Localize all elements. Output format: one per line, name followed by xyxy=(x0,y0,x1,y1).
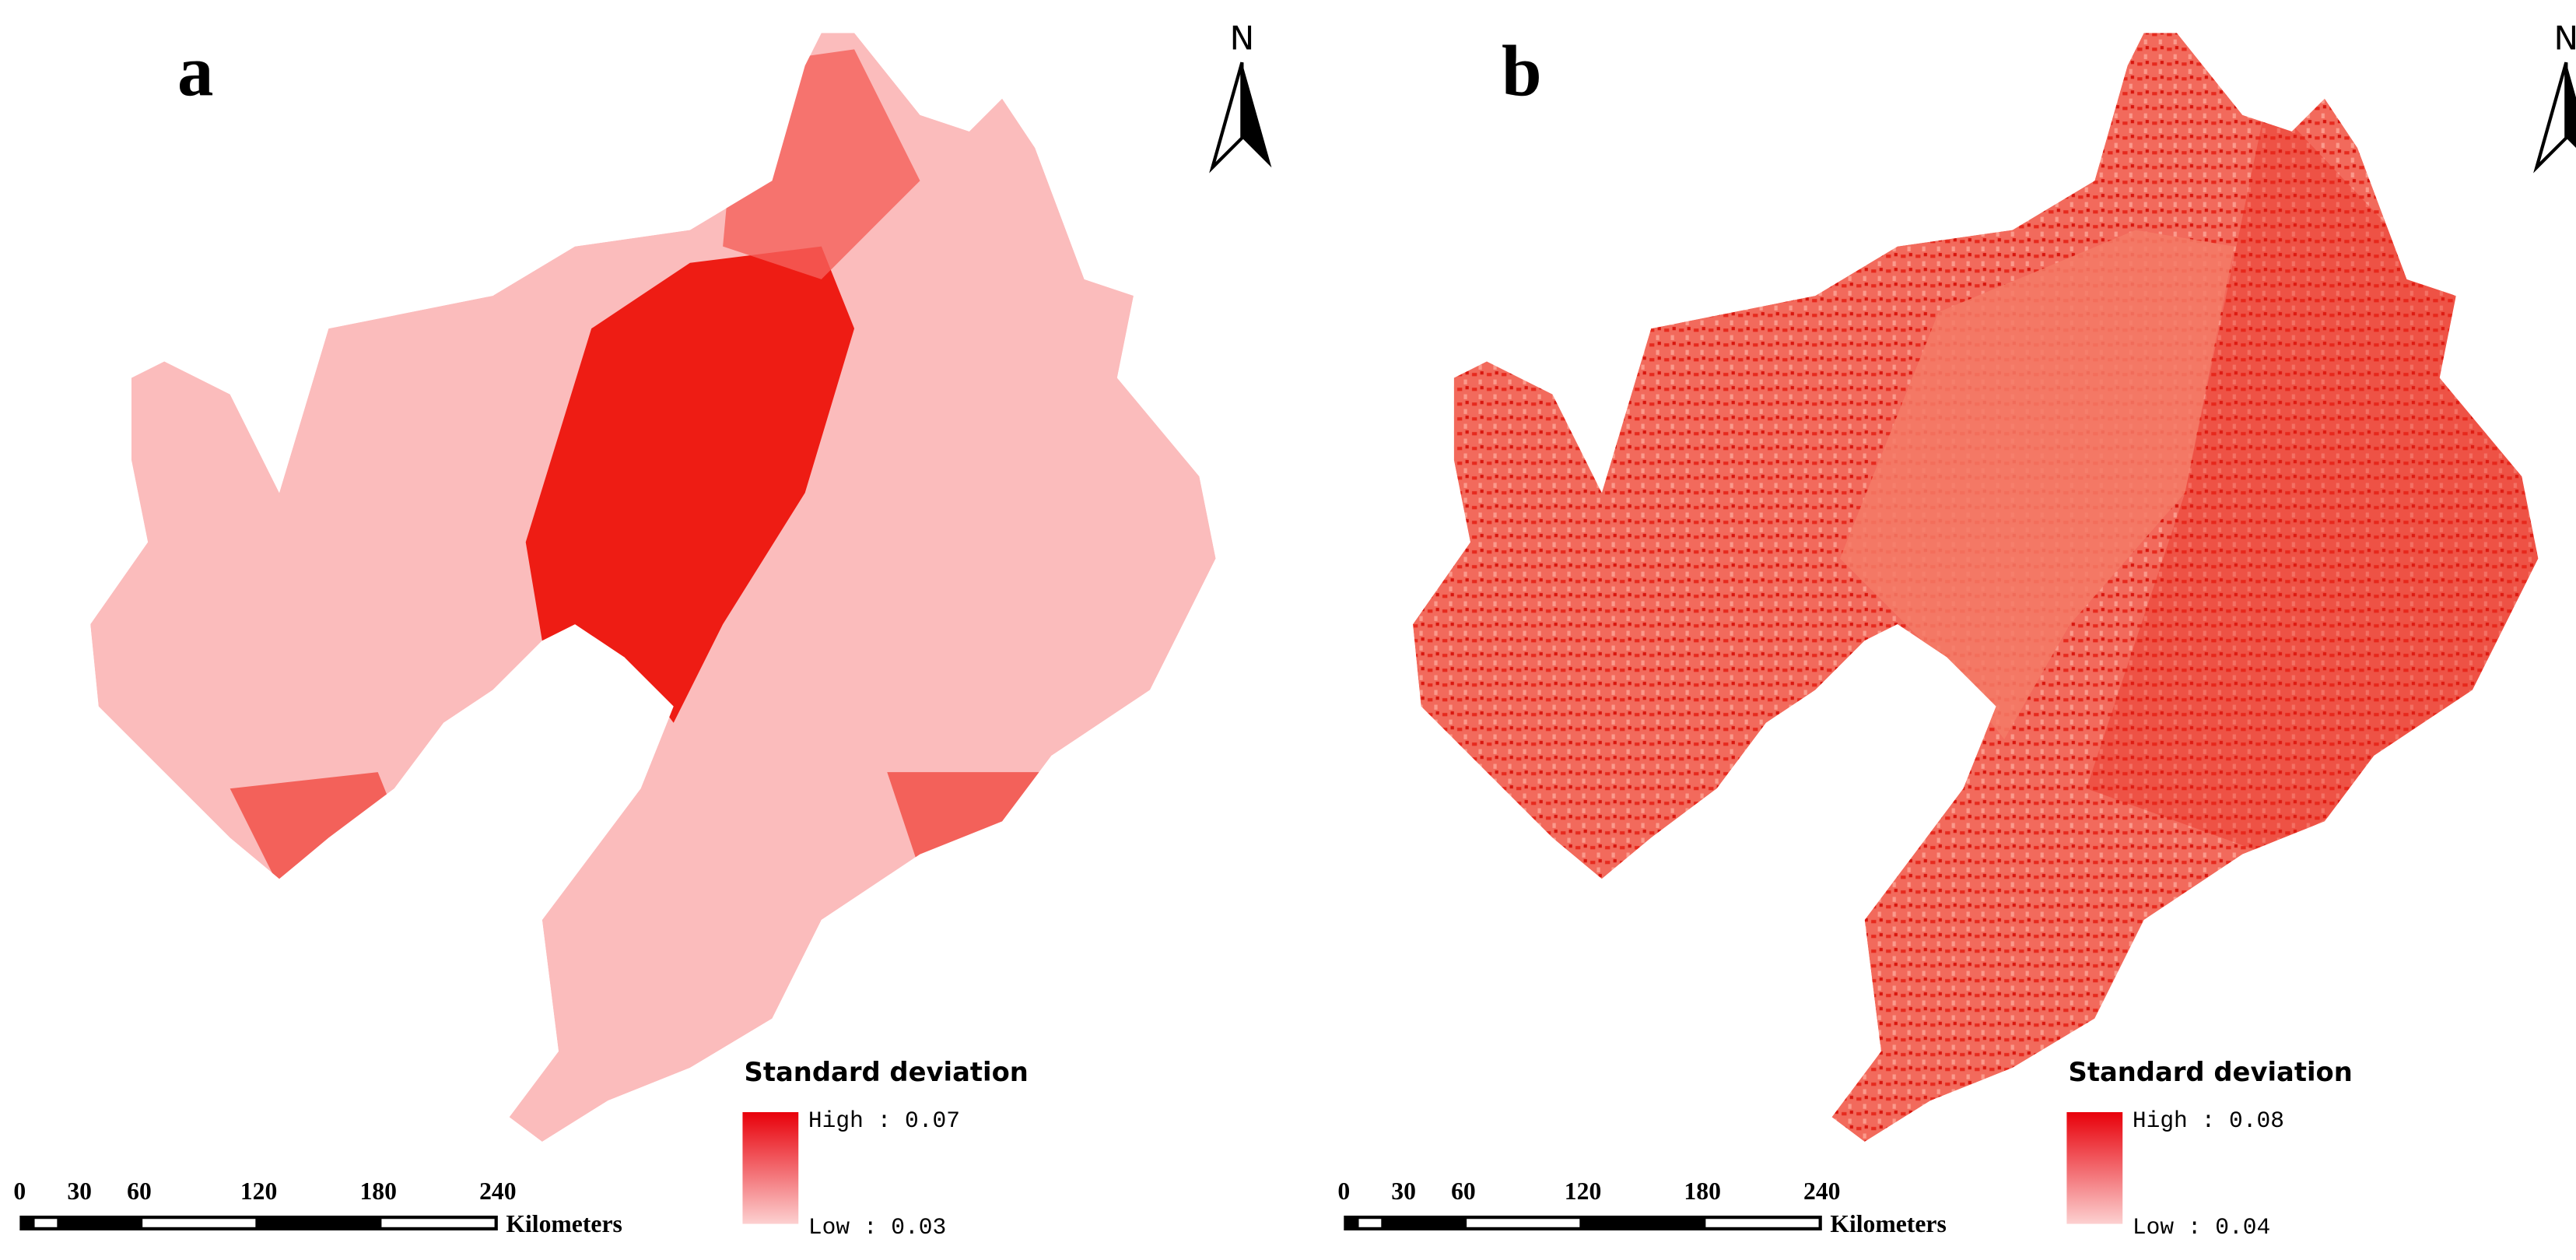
map-b xyxy=(1412,33,2539,1142)
north-label: N xyxy=(2554,19,2576,57)
scale-tick-label: 240 xyxy=(479,1178,516,1205)
north-arrow xyxy=(1209,61,1244,174)
scale-tick-label: 180 xyxy=(1684,1178,1720,1205)
scale-seg xyxy=(1467,1219,1580,1227)
legend-title: Standard deviation xyxy=(2069,1057,2353,1087)
scale-bar xyxy=(19,1216,498,1231)
scale-tick-label: 120 xyxy=(1565,1178,1601,1205)
scale-tick-label: 240 xyxy=(1803,1178,1840,1205)
scale-tick-label: 30 xyxy=(67,1178,92,1205)
legend-high: High : 0.08 xyxy=(2133,1107,2284,1134)
scale-seg xyxy=(381,1219,495,1227)
north-label: N xyxy=(1230,19,1255,57)
scale-seg xyxy=(1358,1219,1382,1227)
legend-ramp xyxy=(742,1112,799,1224)
north-arrow xyxy=(2533,61,2568,174)
legend-high: High : 0.07 xyxy=(808,1107,960,1134)
north-arrow-fill xyxy=(1242,62,1272,168)
scale-seg xyxy=(142,1219,256,1227)
scale-tick-label: 180 xyxy=(359,1178,396,1205)
legend-low: Low : 0.04 xyxy=(2133,1214,2270,1241)
scale-tick-label: 0 xyxy=(1337,1178,1350,1205)
scale-bar xyxy=(1344,1216,1822,1231)
panel: b N Standard deviation High : 0.08 Low : 0.0… xyxy=(1337,19,2576,1241)
scale-unit: Kilometers xyxy=(1830,1210,1946,1237)
legend-low: Low : 0.03 xyxy=(808,1214,946,1241)
scale-tick-label: 60 xyxy=(127,1178,152,1205)
scale-tick-label: 0 xyxy=(13,1178,26,1205)
legend-title: Standard deviation xyxy=(745,1057,1029,1087)
scale-unit: Kilometers xyxy=(506,1210,622,1237)
scale-seg xyxy=(34,1219,58,1227)
north-arrow-fill xyxy=(2566,62,2576,148)
scale-tick-label: 60 xyxy=(1451,1178,1476,1205)
panel: a N Standard deviation High : 0.07 Low : 0.0… xyxy=(13,19,1272,1241)
scale-seg xyxy=(1705,1219,1819,1227)
legend-ramp xyxy=(2066,1112,2123,1224)
panel-label: a xyxy=(177,31,213,111)
scale-tick-label: 120 xyxy=(240,1178,277,1205)
panels: a N Standard deviation High : 0.07 Low : 0.0… xyxy=(13,19,2576,1241)
panel-label: b xyxy=(1502,31,1542,111)
map-a xyxy=(90,33,1216,1142)
scale-tick-label: 30 xyxy=(1391,1178,1416,1205)
